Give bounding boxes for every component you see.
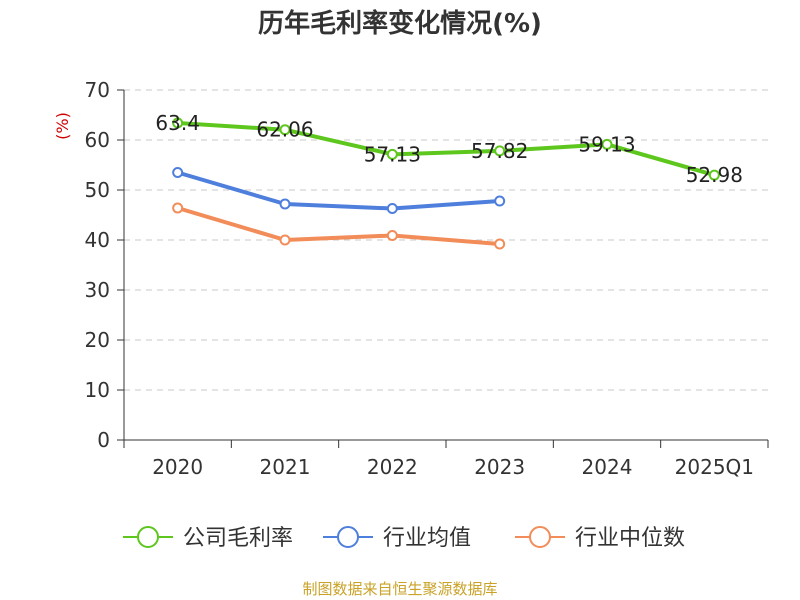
- legend-label: 行业中位数: [575, 526, 685, 551]
- series-line: [175, 170, 502, 211]
- series-0: [172, 117, 720, 181]
- legend-item-1[interactable]: 行业均值: [323, 526, 471, 551]
- legend-item-2[interactable]: 行业中位数: [515, 526, 685, 551]
- data-label: 52.98: [686, 163, 743, 187]
- series-line: [175, 206, 502, 246]
- legend-label: 行业均值: [383, 526, 471, 551]
- data-point: [172, 202, 184, 214]
- data-point: [279, 234, 291, 246]
- data-labels: 63.4 62.06 57.13 57.82 59.13 52.98: [155, 111, 743, 187]
- legend-marker: [529, 526, 551, 548]
- data-point: [386, 148, 398, 160]
- x-tick-label: 2025Q1: [675, 455, 754, 479]
- y-tick-label: 40: [85, 228, 110, 252]
- legend-item-0[interactable]: 公司毛利率: [123, 526, 293, 551]
- data-point: [708, 169, 720, 181]
- data-point: [172, 117, 184, 129]
- data-point: [172, 167, 184, 178]
- data-label: 63.4: [155, 111, 200, 135]
- y-tick-label: 10: [85, 378, 110, 402]
- x-tick-label: 2020: [152, 455, 203, 479]
- x-tick-label: 2021: [260, 455, 311, 479]
- x-tick-label: 2023: [474, 455, 525, 479]
- data-label: 62.06: [256, 118, 313, 142]
- y-tick-label: 30: [85, 278, 110, 302]
- legend[interactable]: 公司毛利率 行业均值 行业中位数: [123, 526, 685, 551]
- data-label: 59.13: [578, 132, 635, 156]
- y-tick-label: 20: [85, 328, 110, 352]
- y-tick-label: 50: [85, 178, 110, 202]
- data-point: [494, 195, 506, 207]
- y-tick-label: 0: [97, 428, 110, 452]
- y-tick-label: 60: [85, 128, 110, 152]
- data-point: [386, 203, 398, 214]
- x-tick-label: 2024: [582, 455, 633, 479]
- legend-marker: [137, 526, 159, 548]
- x-tick-label: 2022: [367, 455, 418, 479]
- data-point: [279, 198, 291, 210]
- legend-label: 公司毛利率: [183, 526, 293, 551]
- axes: 0 10 20 30 40 50 60 70 2020 2021 2022 2023 2024 2025Q…: [85, 78, 769, 479]
- y-axis-unit: (%): [53, 112, 72, 140]
- data-point: [386, 230, 398, 241]
- chart-title: 历年毛利率变化情况(%): [258, 8, 542, 39]
- data-point: [494, 145, 506, 157]
- series-2: [172, 202, 506, 250]
- source-note: 制图数据来自恒生聚源数据库: [302, 580, 497, 598]
- data-label: 57.82: [471, 139, 528, 163]
- series-1: [172, 167, 506, 214]
- data-point: [494, 238, 506, 250]
- data-point: [279, 124, 291, 136]
- series-layer: [172, 117, 720, 250]
- series-line: [175, 121, 717, 178]
- y-tick-label: 70: [85, 78, 110, 102]
- data-label: 57.13: [364, 142, 421, 166]
- legend-marker: [337, 526, 359, 548]
- data-point: [601, 138, 613, 150]
